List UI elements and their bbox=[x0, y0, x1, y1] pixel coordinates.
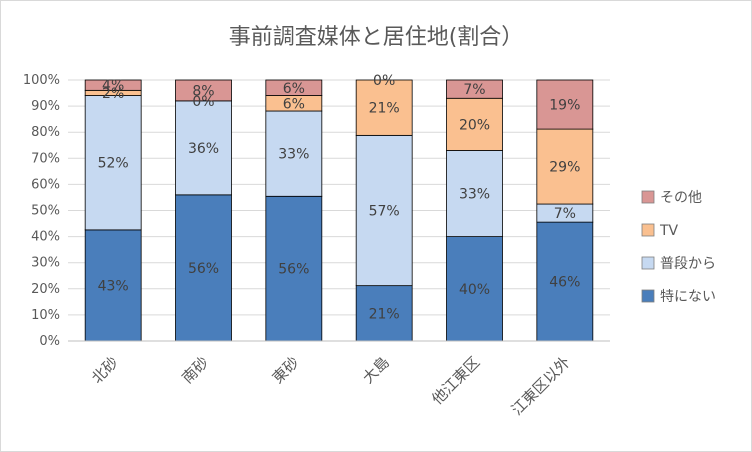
legend-swatch bbox=[641, 256, 655, 270]
y-tick-label: 40% bbox=[31, 230, 60, 245]
x-category-label: 江東区以外 bbox=[508, 353, 574, 419]
data-label: 19% bbox=[549, 98, 580, 114]
data-label: 56% bbox=[188, 261, 219, 277]
y-tick-label: 20% bbox=[31, 282, 60, 297]
data-label: 36% bbox=[188, 141, 219, 157]
data-label: 56% bbox=[278, 262, 309, 278]
bar-segment bbox=[536, 79, 594, 130]
data-label: 46% bbox=[549, 275, 580, 291]
bar-segment bbox=[355, 79, 413, 136]
gridlines bbox=[68, 79, 610, 342]
data-label: 21% bbox=[369, 101, 400, 117]
data-label: 6% bbox=[283, 81, 305, 97]
data-label: 20% bbox=[459, 117, 490, 133]
bar-segment bbox=[265, 195, 323, 342]
x-category-label: 北砂 bbox=[88, 353, 122, 387]
bar-segment bbox=[446, 97, 503, 151]
data-labels: 43%52%2%4%56%36%0%8%56%33%6%6%21%57%21%0… bbox=[98, 73, 581, 322]
x-category-label: 東砂 bbox=[269, 353, 303, 387]
data-label: 52% bbox=[98, 156, 129, 172]
data-label: 7% bbox=[554, 206, 576, 222]
bar-segment bbox=[84, 95, 142, 231]
bar-segment bbox=[84, 229, 142, 342]
y-tick-label: 80% bbox=[31, 125, 60, 140]
legend-label: その他 bbox=[660, 190, 702, 206]
legend-swatch bbox=[641, 190, 655, 204]
data-label: 8% bbox=[192, 83, 214, 99]
y-tick-label: 50% bbox=[31, 204, 60, 219]
data-label: 0% bbox=[192, 94, 214, 110]
bar-segment bbox=[446, 150, 503, 237]
bar-segment bbox=[355, 134, 413, 287]
data-label: 57% bbox=[369, 204, 400, 220]
data-label: 7% bbox=[463, 82, 485, 98]
x-category-label: 他江東区 bbox=[428, 353, 483, 408]
x-category-label: 大島 bbox=[359, 353, 393, 387]
bar-segment bbox=[446, 79, 503, 99]
y-tick-label: 30% bbox=[31, 256, 60, 271]
bar-segment bbox=[175, 194, 232, 342]
data-label: 21% bbox=[369, 306, 400, 322]
y-tick-label: 0% bbox=[39, 334, 60, 349]
legend-label: 特にない bbox=[660, 289, 716, 305]
y-tick-label: 90% bbox=[31, 99, 60, 114]
legend-swatch bbox=[641, 223, 655, 237]
bar-segment bbox=[536, 221, 594, 342]
y-tick-label: 70% bbox=[31, 151, 60, 166]
y-tick-label: 60% bbox=[31, 177, 60, 192]
x-category-label: 南砂 bbox=[178, 353, 212, 387]
y-tick-label: 10% bbox=[31, 308, 60, 323]
data-label: 43% bbox=[98, 278, 129, 294]
data-label: 40% bbox=[459, 282, 490, 298]
data-label: 33% bbox=[459, 187, 490, 203]
chart-title: 事前調査媒体と居住地(割合） bbox=[229, 25, 524, 50]
bar-segment bbox=[84, 79, 142, 91]
bars bbox=[84, 79, 594, 342]
data-label: 29% bbox=[549, 160, 580, 176]
bar-segment bbox=[175, 100, 232, 196]
bar-segment bbox=[265, 110, 323, 197]
y-tick-label: 100% bbox=[23, 73, 60, 88]
data-label: 4% bbox=[102, 78, 124, 94]
data-label: 33% bbox=[278, 147, 309, 163]
bar-segment bbox=[536, 128, 594, 205]
data-label: 6% bbox=[283, 96, 305, 112]
data-label: 2% bbox=[102, 86, 124, 102]
legend-label: TV bbox=[659, 223, 679, 239]
legend-swatch bbox=[641, 289, 655, 303]
bar-segment bbox=[446, 236, 503, 342]
bar-segment bbox=[355, 285, 413, 342]
bar-segment bbox=[175, 79, 232, 102]
bar-segment bbox=[265, 79, 323, 96]
legend-label: 普段から bbox=[660, 256, 716, 272]
data-label: 0% bbox=[373, 73, 395, 89]
